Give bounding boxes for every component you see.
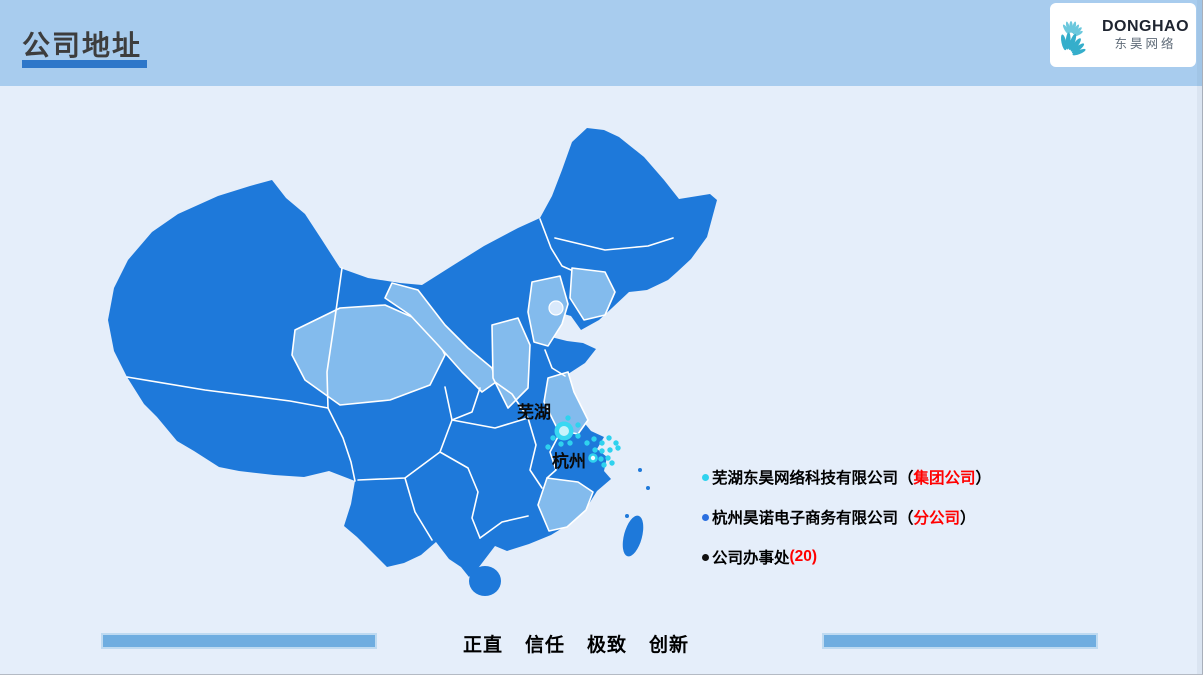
office-dot xyxy=(601,462,607,468)
legend-paren-open: （ xyxy=(898,510,914,527)
city-label-hangzhou: 杭州 xyxy=(552,451,586,471)
border-line xyxy=(546,432,561,479)
china-map: 芜湖 杭州 xyxy=(108,128,717,596)
motto-bar-right xyxy=(822,633,1098,649)
fan-leaves-icon xyxy=(1061,21,1086,56)
province-borders xyxy=(126,218,674,541)
logo-name: DONGHAO xyxy=(1102,18,1190,36)
office-dot xyxy=(599,440,605,446)
group-hq-marker xyxy=(554,421,574,441)
city-labels: 芜湖 杭州 xyxy=(517,402,586,471)
city-label-wuhu: 芜湖 xyxy=(517,402,551,422)
islands xyxy=(469,468,650,596)
logo-subtitle: 东昊网络 xyxy=(1114,36,1177,51)
border-line xyxy=(439,451,481,539)
office-dot xyxy=(606,435,612,441)
border-line xyxy=(327,407,356,482)
logo-card: DONGHAO 东昊网络 xyxy=(1050,3,1196,67)
office-dot xyxy=(599,448,605,454)
border-line xyxy=(126,376,329,409)
border-line xyxy=(451,387,481,421)
border-line xyxy=(326,267,343,409)
border-line xyxy=(539,218,572,271)
legend-highlight: 集团公司 xyxy=(913,470,976,487)
office-dot xyxy=(592,447,598,453)
office-dot xyxy=(605,455,611,461)
province-fujian xyxy=(537,477,594,532)
motto-word: 创新 xyxy=(649,635,690,656)
legend-highlight: 分公司 xyxy=(913,510,961,527)
province-gansu xyxy=(384,282,497,393)
motto-word: 正直 xyxy=(463,635,504,656)
border-line xyxy=(544,349,566,377)
office-dot xyxy=(558,441,564,447)
motto-word: 极致 xyxy=(587,635,628,656)
border-line xyxy=(554,237,674,251)
office-dot xyxy=(613,440,619,446)
border-line xyxy=(404,477,433,541)
island-small xyxy=(638,468,642,472)
office-dot xyxy=(607,447,613,453)
office-dot xyxy=(609,460,615,466)
legend-paren-open: （ xyxy=(898,470,914,487)
legend-highlight: (20) xyxy=(789,548,818,565)
logo-text-block: DONGHAO 东昊网络 xyxy=(1102,18,1189,51)
province-hebei xyxy=(527,275,569,347)
motto: 正直 信任 极致 创新 xyxy=(463,630,689,657)
legend-item-branch: 杭州昊诺电子商务有限公司（分公司） xyxy=(702,506,991,528)
office-dot xyxy=(567,440,573,446)
legend-item-office: 公司办事处 (20) xyxy=(702,546,991,568)
page-title: 公司地址 xyxy=(22,30,143,61)
border-line xyxy=(451,417,529,429)
legend-label: 杭州昊诺电子商务有限公司 xyxy=(712,510,899,527)
office-dots xyxy=(545,415,621,468)
office-dot xyxy=(575,422,581,428)
province-qinghai xyxy=(291,304,446,406)
legend-item-group: 芜湖东昊网络科技有限公司（集团公司） xyxy=(702,466,991,488)
legend-paren-close: ） xyxy=(975,470,992,487)
group-bullet-icon xyxy=(702,473,709,481)
office-dot xyxy=(565,415,571,421)
branch-marker xyxy=(588,453,598,463)
office-dot xyxy=(550,435,556,441)
province-liaoning xyxy=(569,267,616,321)
island-small xyxy=(625,514,629,518)
office-dot xyxy=(615,445,621,451)
island-hainan xyxy=(469,566,501,596)
slide-right-edge xyxy=(1197,0,1203,675)
island-small xyxy=(646,486,650,490)
border-line xyxy=(479,515,529,539)
header-band xyxy=(0,0,1203,86)
island-taiwan xyxy=(622,515,644,557)
motto-word: 信任 xyxy=(525,635,566,656)
border-line xyxy=(494,381,529,419)
province-jiangsu xyxy=(543,371,589,435)
office-dot xyxy=(584,440,590,446)
office-dot xyxy=(591,436,597,442)
office-dot xyxy=(575,433,581,439)
legend: 芜湖东昊网络科技有限公司（集团公司） 杭州昊诺电子商务有限公司（分公司） 公司办… xyxy=(702,466,991,568)
branch-bullet-icon xyxy=(702,513,709,521)
office-dot xyxy=(598,456,604,462)
province-shanxi xyxy=(491,317,531,409)
office-bullet-icon xyxy=(702,553,709,561)
motto-bar-left xyxy=(101,633,377,649)
legend-label: 公司办事处 xyxy=(712,550,790,567)
title-underline xyxy=(22,60,147,68)
legend-label: 芜湖东昊网络科技有限公司 xyxy=(712,470,899,487)
light-provinces xyxy=(291,267,616,532)
office-dot xyxy=(545,444,551,450)
border-line xyxy=(527,417,543,489)
legend-paren-close: ） xyxy=(960,510,976,527)
province-beijing xyxy=(548,300,564,316)
